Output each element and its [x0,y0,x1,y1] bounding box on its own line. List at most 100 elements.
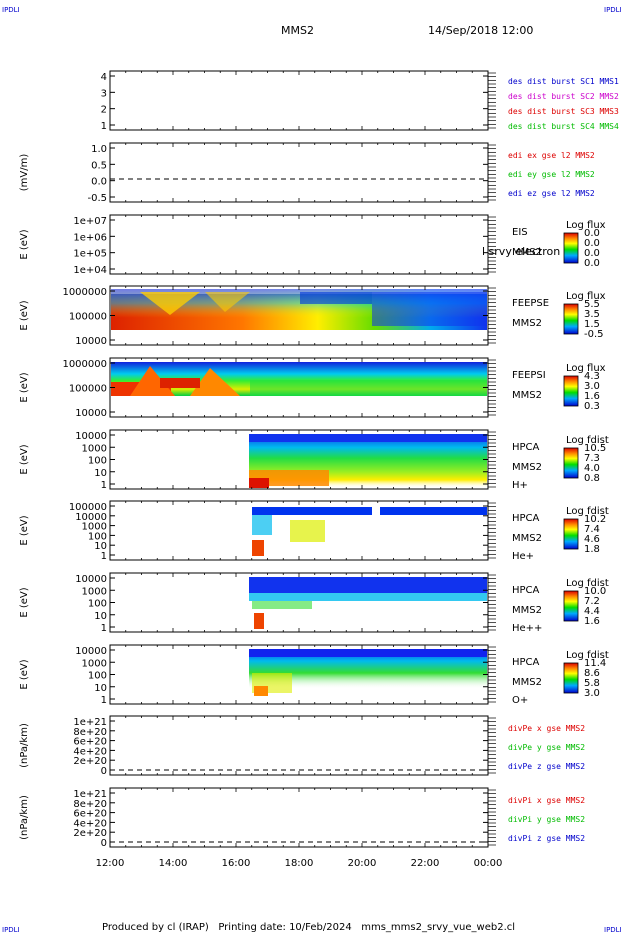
feepsi-ytick-label: 100000 [69,384,107,395]
hpca_h-ytick-label: 100 [88,456,107,467]
divpi-legend-entry: divPi z gse MMS2 [508,834,585,843]
hpca_h-colorbar-title: Log fdist [566,435,609,446]
hpca_h-ylabel: E (eV) [19,444,30,474]
divpi-ytick-label: 1e+21 [73,789,107,800]
hpca_he-colorbar-tick: 4.6 [584,534,600,545]
hpca_o-colorbar-tick: 5.8 [584,678,600,689]
hpca_he2-colorbar-tick: 7.2 [584,596,600,607]
divpi-ytick-label: 8e+20 [73,799,107,810]
feepsi-colorbar-tick: 3.0 [584,381,600,392]
eis-ytick-label: 1e+04 [73,265,107,276]
hpca_he-ytick-label: 1 [101,551,107,562]
edi-ytick-label: -0.5 [87,193,107,204]
divpi-ytick-label: 6e+20 [73,809,107,820]
divpe-legend-entry: divPe x gse MMS2 [508,724,585,733]
burst-ytick-label: 4 [101,72,107,83]
corner-label-top-left: IPDLI [2,6,20,14]
hpca_o-colorbar-title: Log fdist [566,650,609,661]
edi-legend-entry: edi ex gse l2 MMS2 [508,151,595,160]
divpe-ytick-label: 4e+20 [73,746,107,757]
burst-legend-entry: des dist burst SC2 MMS2 [508,92,619,101]
date-title: 14/Sep/2018 12:00 [428,24,533,37]
edi-ytick-label: 0.0 [91,177,107,188]
hpca_h-ytick-label: 1000 [82,443,107,454]
eis-overlay-label: l srvy electron to [482,245,575,258]
hpca_he2-instrument-label: HPCA [512,585,540,596]
hpca_he-ytick-label: 100 [88,531,107,542]
x-tick-label: 16:00 [222,858,251,869]
hpca_he2-ylabel: E (eV) [19,587,30,617]
hpca_he2-ytick-label: 10 [94,611,107,622]
feepse-colorbar-tick: 3.5 [584,309,600,320]
edi-ylabel: (mV/m) [19,154,30,192]
x-tick-label: 00:00 [474,858,503,869]
hpca-he-spectrogram [252,507,487,556]
feepse-colorbar-tick: -0.5 [584,329,604,340]
divpe-frame [109,715,489,776]
divpe-ytick-label: 2e+20 [73,756,107,767]
hpca_he2-colorbar-tick: 4.4 [584,606,600,617]
x-tick-label: 14:00 [159,858,188,869]
feepsi-colorbar [563,375,579,407]
x-tick-label: 12:00 [96,858,125,869]
hpca_he-ylabel: E (eV) [19,515,30,545]
hpca_he-ytick-label: 10 [94,541,107,552]
x-tick-label: 20:00 [348,858,377,869]
hpca_h-ytick-label: 1 [101,480,107,491]
eis-instrument-label: MMS2 [512,247,542,258]
hpca_he2-ytick-label: 1 [101,623,107,634]
burst-ytick-label: 3 [101,88,107,99]
divpe-ytick-label: 0 [101,766,107,777]
plot-frames: 4 3 2 1 des dist burst SC1 MMS1 des dist burs… [19,70,619,869]
hpca_h-colorbar-tick: 4.0 [584,463,600,474]
eis-colorbar-tick: 0.0 [584,238,600,249]
divpe-ytick-label: 8e+20 [73,727,107,738]
divpi-frame [109,787,489,848]
hpca_he2-colorbar-title: Log fdist [566,578,609,589]
eis-frame [109,214,489,275]
feepsi-ytick-label: 1000000 [62,359,107,370]
hpca_he2-ytick-label: 1000 [82,586,107,597]
hpca_o-instrument-label: MMS2 [512,677,542,688]
hpca_h-instrument-label: MMS2 [512,462,542,473]
spacecraft-title: MMS2 [281,24,314,37]
feepse-instrument-label: FEEPSE [512,298,549,309]
feepsi-colorbar-title: Log flux [566,363,606,374]
hpca_he2-colorbar [563,590,579,622]
hpca_he-ytick-label: 10000 [75,512,107,523]
hpca_he-instrument-label: He+ [512,551,534,562]
hpca_he-colorbar-tick: 10.2 [584,514,606,525]
eis-instrument-label: EIS [512,227,528,238]
footer-credit: Produced by cl (IRAP) Printing date: 10/… [102,922,515,933]
feepsi-instrument-label: FEEPSI [512,370,546,381]
burst-frame [109,70,489,131]
eis-colorbar-tick: 0.0 [584,248,600,259]
burst-legend-entry: des dist burst SC4 MMS4 [508,122,619,131]
eis-colorbar [563,232,579,264]
eis-colorbar-title: Log flux [566,220,606,231]
divpe-ytick-label: 1e+21 [73,717,107,728]
eis-ytick-label: 1e+05 [73,249,107,260]
feepse-ytick-label: 10000 [75,336,107,347]
hpca_o-colorbar-tick: 11.4 [584,658,606,669]
divpi-ytick-label: 2e+20 [73,828,107,839]
feepse-colorbar-tick: 5.5 [584,299,600,310]
hpca_h-colorbar [563,447,579,479]
hpca_he2-ytick-label: 100 [88,599,107,610]
hpca_he2-colorbar-tick: 1.6 [584,616,600,627]
hpca_he2-instrument-label: He++ [512,623,542,634]
hpca_o-colorbar-tick: 3.0 [584,688,600,699]
hpca_o-ytick-label: 1000 [82,658,107,669]
hpca_h-colorbar-tick: 10.5 [584,443,606,454]
hpca-h-spectrogram [249,434,487,488]
hpca_he2-instrument-label: MMS2 [512,605,542,616]
eis-colorbar-tick: 0.0 [584,228,600,239]
divpe-ylabel: (nPa/km) [19,723,30,768]
edi-legend-entry: edi ez gse l2 MMS2 [508,189,595,198]
feepsi-colorbar-tick: 0.3 [584,401,600,412]
hpca_he-colorbar [563,518,579,550]
corner-label-bottom-right: IPDLI [604,926,622,934]
hpca_h-ytick-label: 10000 [75,431,107,442]
hpca_h-ytick-label: 10 [94,468,107,479]
